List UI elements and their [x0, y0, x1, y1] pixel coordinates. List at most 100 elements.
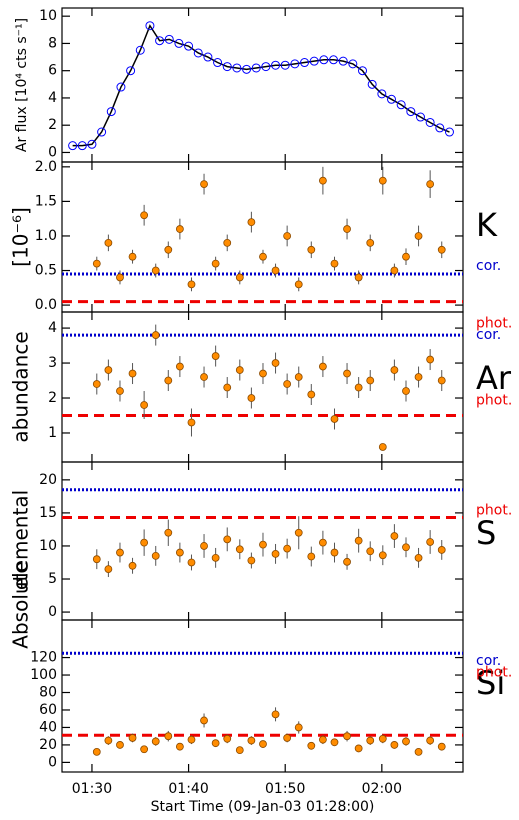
data-point: [271, 359, 280, 367]
flux-point: [87, 139, 97, 149]
flux-point: [106, 107, 116, 117]
y-tick-label: 0: [48, 604, 57, 620]
y-tick-label: 4: [48, 320, 57, 336]
data-point: [437, 742, 446, 751]
data-point: [187, 280, 196, 289]
data-point: [151, 737, 160, 746]
data-point: [92, 259, 101, 268]
data-point: [211, 739, 220, 748]
y-tick-label: 100: [30, 667, 57, 683]
data-point: [414, 553, 423, 562]
data-point: [211, 259, 220, 268]
flux-point: [174, 38, 184, 48]
y-tick-label: 0.0: [35, 297, 57, 313]
y-tick-label: 1.5: [35, 193, 57, 209]
data-point: [223, 383, 232, 392]
data-point: [390, 266, 399, 275]
data-point: [140, 538, 149, 547]
flux-point: [222, 62, 232, 72]
data-point: [354, 536, 363, 545]
data-point: [437, 245, 446, 254]
data-point: [294, 280, 303, 289]
data-point: [307, 741, 316, 750]
reference-label: cor.: [476, 653, 501, 669]
y-tick-label: 0.5: [35, 263, 57, 279]
data-point: [140, 211, 149, 220]
data-point: [164, 245, 173, 254]
data-point: [128, 252, 137, 261]
data-point: [294, 723, 303, 732]
data-point: [175, 742, 184, 751]
y-tick-label: 80: [39, 685, 57, 701]
data-point: [378, 443, 387, 451]
data-point: [92, 555, 101, 564]
flux-point: [261, 62, 271, 72]
flux-point: [135, 45, 145, 55]
data-point: [151, 266, 160, 275]
data-point: [223, 734, 232, 743]
y-tick-label: 4: [48, 90, 57, 106]
flux-point: [116, 82, 126, 92]
y-tick-label: 40: [39, 719, 57, 735]
flux-point: [68, 141, 78, 151]
data-point: [366, 547, 375, 556]
data-point: [437, 376, 446, 385]
data-point: [318, 362, 327, 371]
data-point: [175, 225, 184, 233]
flux-point: [193, 48, 203, 58]
x-tick-label: 02:00: [362, 781, 402, 797]
data-point: [128, 369, 137, 378]
y-axis-label: elemental: [9, 490, 33, 590]
data-point: [378, 551, 387, 560]
data-point: [128, 561, 137, 570]
data-point: [211, 553, 220, 562]
data-point: [426, 538, 435, 546]
y-axis-label: Absolute: [9, 561, 33, 648]
data-point: [259, 252, 267, 261]
data-point: [283, 232, 292, 240]
y-tick-label: 2: [48, 390, 57, 406]
flux-point: [203, 52, 213, 62]
data-point: [104, 238, 113, 247]
data-point: [402, 387, 410, 395]
data-point: [247, 394, 256, 402]
data-point: [402, 252, 410, 261]
data-point: [116, 741, 124, 749]
data-point: [164, 376, 173, 385]
flux-point: [290, 59, 300, 69]
reference-label: cor.: [476, 258, 501, 274]
data-point: [414, 748, 423, 756]
data-point: [330, 415, 339, 423]
y-tick-label: 8: [48, 35, 57, 51]
panel-frame: [61, 619, 464, 773]
data-point: [307, 390, 316, 399]
y-tick-label: 0: [48, 754, 57, 770]
data-point: [330, 548, 339, 557]
data-point: [414, 232, 423, 240]
data-point: [200, 373, 208, 381]
flux-point: [406, 107, 416, 117]
data-point: [354, 744, 363, 753]
data-point: [200, 542, 208, 550]
flux-point: [386, 94, 396, 104]
flux-point: [377, 89, 387, 99]
data-point: [271, 710, 280, 719]
flux-point: [435, 123, 445, 133]
flux-point: [232, 63, 242, 73]
element-label: Si: [476, 664, 505, 702]
data-point: [92, 748, 101, 756]
reference-label: phot.: [476, 664, 512, 680]
flux-point: [77, 141, 87, 151]
data-point: [366, 238, 375, 247]
data-point: [175, 362, 184, 371]
data-point: [116, 548, 124, 557]
flux-point: [425, 117, 435, 127]
flux-point: [213, 58, 223, 68]
data-point: [259, 540, 267, 549]
data-point: [414, 373, 423, 381]
y-axis-label: [10⁻⁶]: [9, 207, 33, 267]
flux-point: [280, 60, 290, 70]
data-point: [271, 549, 280, 558]
element-label: Ar: [476, 359, 512, 397]
